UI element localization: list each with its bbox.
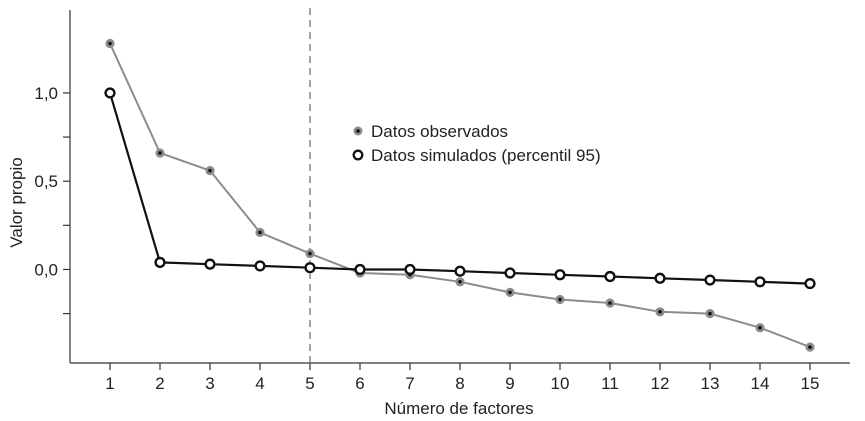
- x-tick-label: 1: [105, 374, 114, 393]
- data-point-simulated: [354, 263, 366, 276]
- data-point-simulated: [304, 262, 316, 274]
- y-ticks: 1,0 0,5 0,0: [34, 84, 70, 315]
- legend-marker-simulated: [352, 149, 364, 161]
- data-point-simulated: [704, 274, 716, 286]
- x-tick-label: 6: [355, 374, 364, 393]
- data-point-simulated: [254, 260, 266, 272]
- series-layer: [104, 38, 816, 352]
- legend: Datos observados Datos simulados (percen…: [352, 122, 601, 165]
- x-tick-label: 3: [205, 374, 214, 393]
- y-tick-label: 0,0: [34, 260, 58, 279]
- legend-marker-observed-center: [356, 129, 360, 133]
- data-point-simulated: [654, 272, 666, 284]
- x-tick-label: 13: [701, 374, 720, 393]
- data-point-observed-center: [658, 310, 662, 314]
- x-tick-label: 11: [601, 374, 619, 393]
- legend-label-observed: Datos observados: [371, 122, 508, 141]
- data-point-observed-center: [608, 301, 612, 305]
- data-point-observed-center: [558, 297, 562, 302]
- data-point-simulated: [554, 269, 566, 281]
- data-point-observed-center: [158, 151, 162, 155]
- x-tick-label: 4: [255, 374, 264, 393]
- data-point-observed-center: [508, 290, 512, 295]
- data-point-simulated: [454, 265, 466, 277]
- y-tick-label: 0,5: [34, 172, 58, 191]
- data-point-simulated: [804, 277, 816, 290]
- data-point-simulated: [154, 256, 166, 268]
- data-point-simulated: [204, 258, 216, 270]
- axes: [69, 10, 850, 364]
- data-point-simulated: [754, 276, 766, 288]
- x-axis-title: Número de factores: [384, 399, 533, 418]
- data-point-simulated: [604, 270, 616, 283]
- x-tick-label: 9: [505, 374, 514, 393]
- x-tick-label: 8: [455, 374, 464, 393]
- y-tick-label: 1,0: [34, 84, 58, 103]
- x-tick-label: 5: [305, 374, 314, 393]
- data-point-observed-center: [708, 311, 712, 316]
- x-tick-label: 2: [155, 374, 164, 393]
- x-ticks: 1 2 3 4 5 6 7 8 9 10 11 12 13 14 15: [105, 363, 819, 393]
- data-point-simulated: [404, 263, 416, 276]
- data-point-observed-center: [308, 251, 312, 256]
- data-point-observed-center: [758, 325, 762, 330]
- x-tick-label: 15: [801, 374, 820, 393]
- x-tick-label: 10: [551, 374, 570, 393]
- series-line-0: [109, 43, 811, 349]
- data-point-observed-center: [258, 230, 262, 235]
- legend-item-simulated: Datos simulados (percentil 95): [352, 146, 601, 165]
- x-tick-label: 14: [751, 374, 770, 393]
- data-point-simulated: [504, 267, 516, 279]
- data-point-observed-center: [208, 168, 212, 173]
- data-point-observed-center: [108, 41, 112, 46]
- x-tick-label: 7: [405, 374, 414, 393]
- y-axis-title: Valor propio: [7, 157, 26, 247]
- legend-item-observed: Datos observados: [353, 122, 508, 141]
- x-tick-label: 12: [651, 374, 670, 393]
- data-point-observed-center: [808, 345, 812, 349]
- data-point-simulated: [104, 87, 116, 99]
- legend-label-simulated: Datos simulados (percentil 95): [371, 146, 601, 165]
- data-point-observed-center: [458, 280, 462, 284]
